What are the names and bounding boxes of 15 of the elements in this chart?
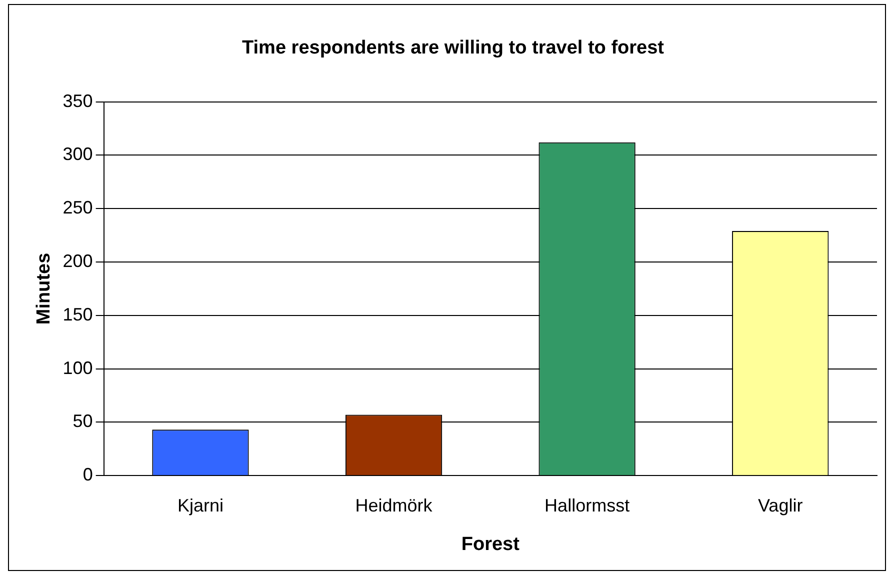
y-tick-label: 350: [62, 90, 93, 111]
y-tick-label: 200: [62, 250, 93, 271]
x-tick-label: Kjarni: [177, 495, 224, 516]
y-axis-title: Minutes: [34, 252, 55, 325]
y-tick-label: 300: [62, 144, 93, 164]
y-tick-label: 150: [62, 304, 93, 324]
y-tick-label: 250: [62, 198, 93, 218]
x-tick-label: Heidmörk: [355, 495, 434, 516]
x-tick-label: Vaglir: [758, 495, 803, 516]
y-tick-label: 0: [82, 464, 93, 485]
y-tick-label: 50: [72, 411, 93, 432]
chart-title: Time respondents are willing to travel to forest: [242, 38, 665, 59]
x-axis-title: Forest: [461, 534, 520, 555]
x-tick-label: Hallormsst: [544, 495, 630, 516]
y-tick-label: 100: [62, 358, 93, 378]
